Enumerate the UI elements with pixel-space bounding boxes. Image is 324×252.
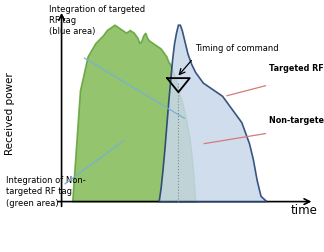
Text: Integration of Non-
targeted RF tag
(green area): Integration of Non- targeted RF tag (gre… xyxy=(6,176,86,208)
Text: Timing of command: Timing of command xyxy=(195,44,278,53)
Text: Integration of targeted
RF tag
(blue area): Integration of targeted RF tag (blue are… xyxy=(49,5,145,36)
Text: Targeted RF tag（blue）: Targeted RF tag（blue） xyxy=(269,64,324,73)
Text: time: time xyxy=(291,204,318,217)
Polygon shape xyxy=(159,25,267,202)
Text: Received power: Received power xyxy=(5,72,15,155)
Polygon shape xyxy=(73,25,196,202)
Text: Non-targeted RF tag（green）: Non-targeted RF tag（green） xyxy=(269,116,324,125)
